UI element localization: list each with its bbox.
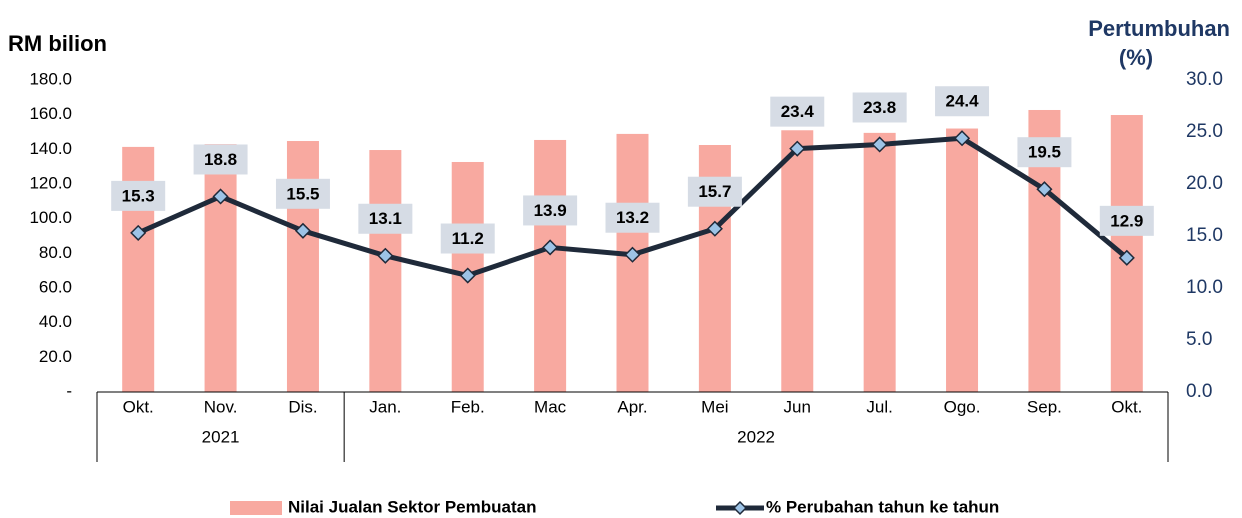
- legend-swatch: [230, 501, 282, 515]
- y-tick-label: 80.0: [39, 243, 72, 262]
- marker: [294, 222, 312, 239]
- marker: [706, 220, 723, 237]
- bar: [616, 133, 649, 392]
- y-tick-label: 40.0: [39, 312, 72, 331]
- y-tick-label: 180.0: [29, 69, 72, 88]
- bar: [286, 141, 319, 392]
- data-label: 18.8: [204, 150, 237, 169]
- group-label: 2021: [202, 427, 240, 446]
- bar: [204, 144, 237, 392]
- data-label-box: [1099, 205, 1154, 236]
- y-tick-label: 60.0: [39, 277, 72, 296]
- marker: [130, 224, 147, 241]
- data-label: 15.3: [122, 186, 155, 205]
- x-tick-label: Okt.: [1111, 397, 1142, 416]
- data-label-box: [358, 203, 413, 234]
- marker: [953, 130, 971, 147]
- data-label: 11.2: [452, 229, 484, 248]
- y2-tick-label: 15.0: [1186, 225, 1223, 246]
- marker: [459, 267, 476, 284]
- bar: [946, 128, 979, 393]
- data-label-box: [440, 223, 495, 254]
- marker: [1036, 181, 1053, 198]
- legend-label: Nilai Jualan Sektor Pembuatan: [288, 497, 536, 516]
- data-label-box: [605, 202, 660, 233]
- data-label-box: [770, 96, 825, 127]
- y2-tick-label: 10.0: [1186, 277, 1223, 298]
- y2-title: Pertumbuhan: [1088, 16, 1230, 41]
- data-label: 13.1: [369, 209, 402, 228]
- legend-label: % Perubahan tahun ke tahun: [766, 497, 999, 516]
- x-tick-label: Nov.: [204, 397, 238, 416]
- marker: [871, 136, 888, 153]
- data-label: 19.5: [1028, 143, 1061, 162]
- x-tick-label: Jul.: [866, 397, 892, 416]
- data-label: 15.5: [286, 184, 319, 203]
- data-label: 23.8: [863, 98, 896, 117]
- group-label: 2022: [737, 427, 775, 446]
- y2-title: (%): [1119, 45, 1153, 70]
- y2-tick-label: 30.0: [1186, 69, 1223, 90]
- y2-tick-label: 5.0: [1186, 329, 1212, 350]
- x-tick-label: Mei: [701, 397, 728, 416]
- y-tick-label: 100.0: [29, 208, 72, 227]
- marker: [542, 239, 559, 256]
- data-label: 12.9: [1110, 211, 1143, 230]
- x-tick-label: Dis.: [288, 397, 317, 416]
- x-tick-label: Mac: [534, 397, 567, 416]
- data-label-box: [275, 178, 330, 209]
- bar: [534, 139, 567, 392]
- x-tick-label: Okt.: [123, 397, 154, 416]
- data-label: 24.4: [945, 92, 979, 111]
- data-label-box: [852, 92, 907, 123]
- bar: [863, 132, 896, 392]
- chart-title: RM bilion: [8, 31, 107, 56]
- marker: [377, 247, 394, 264]
- data-label-box: [687, 176, 742, 207]
- data-label-box: [111, 180, 166, 211]
- x-tick-label: Jun: [784, 397, 811, 416]
- y-tick-label: 140.0: [29, 139, 72, 158]
- data-label: 13.9: [534, 201, 567, 220]
- marker: [212, 188, 229, 205]
- y-tick-label: 160.0: [29, 104, 72, 123]
- data-label-box: [193, 144, 248, 175]
- data-label-box: [523, 195, 578, 226]
- data-label-box: [1017, 137, 1072, 168]
- y2-tick-label: 25.0: [1186, 121, 1223, 142]
- y-tick-label: 20.0: [39, 347, 72, 366]
- x-tick-label: Ogo.: [944, 397, 981, 416]
- y2-tick-label: 0.0: [1186, 381, 1212, 402]
- bar: [781, 130, 814, 392]
- x-tick-label: Feb.: [451, 397, 485, 416]
- x-tick-label: Apr.: [617, 397, 647, 416]
- legend-marker: [732, 500, 748, 516]
- x-tick-label: Jan.: [369, 397, 401, 416]
- data-label: 13.2: [616, 208, 649, 227]
- bar: [369, 150, 402, 392]
- data-label: 15.7: [698, 182, 731, 201]
- marker: [1118, 249, 1135, 266]
- y-tick-label: -: [66, 381, 72, 400]
- marker: [789, 140, 806, 157]
- y2-tick-label: 20.0: [1186, 173, 1223, 194]
- data-label-box: [935, 86, 990, 117]
- data-label: 23.4: [781, 102, 815, 121]
- y-tick-label: 120.0: [29, 173, 72, 192]
- marker: [624, 246, 641, 263]
- x-tick-label: Sep.: [1027, 397, 1062, 416]
